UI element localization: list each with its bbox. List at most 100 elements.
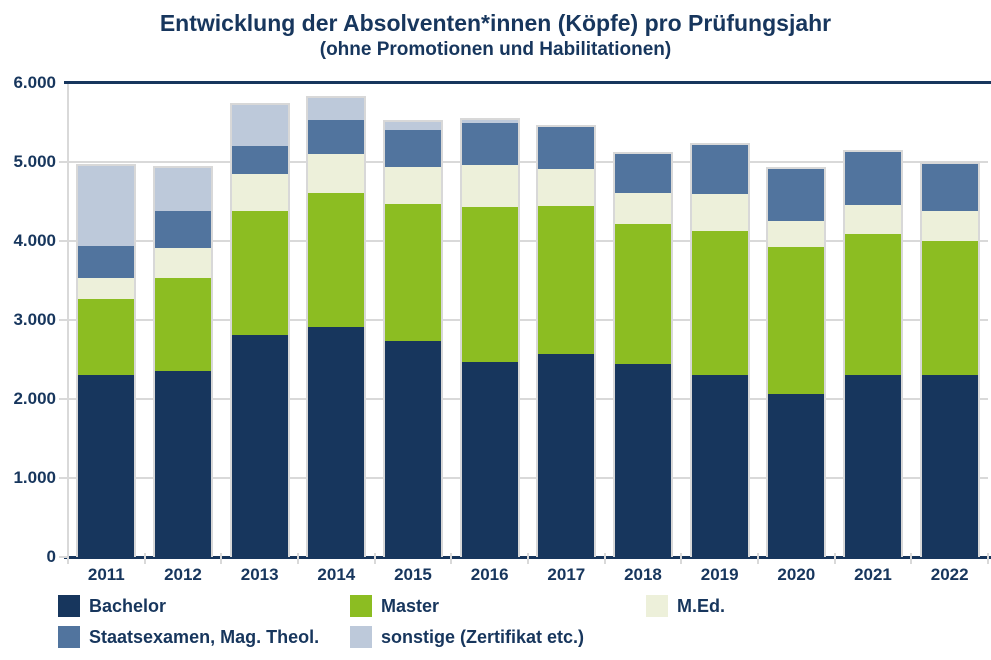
legend-swatch-m-ed xyxy=(646,595,668,617)
x-axis-tick xyxy=(680,553,683,564)
bar-segment-2017-m-ed xyxy=(538,169,595,207)
bar-segment-2014-m-ed xyxy=(308,154,365,193)
bar-2013 xyxy=(229,103,290,557)
chart-title: Entwicklung der Absolventen*innen (Köpfe… xyxy=(159,10,832,36)
x-axis-tick xyxy=(450,553,453,564)
bar-segment-2013-sonstige-zertifikat-etc xyxy=(231,105,288,147)
y-axis-label-2000: 2.000 xyxy=(13,389,56,408)
bar-segment-2017-master xyxy=(538,206,595,354)
gridline-4000 xyxy=(68,240,988,242)
y-axis-label-3000: 3.000 xyxy=(13,310,56,329)
x-axis-tick xyxy=(373,553,376,564)
bar-segment-2012-master xyxy=(155,278,211,372)
bar-segment-2018-staatsexamen-mag-theol xyxy=(615,154,671,193)
legend-swatch-staatsexamen-mag-theol xyxy=(58,626,80,648)
legend-swatch-sonstige-zertifikat-etc xyxy=(350,626,372,648)
bar-segment-2012-m-ed xyxy=(155,248,211,279)
bar-segment-2016-m-ed xyxy=(461,165,518,208)
y-axis-tick xyxy=(59,556,68,558)
x-axis-label-2012: 2012 xyxy=(164,565,202,584)
bar-segment-2016-sonstige-zertifikat-etc xyxy=(461,120,518,124)
x-axis-tick xyxy=(220,553,223,564)
bar-2015 xyxy=(383,119,443,557)
y-axis-label-4000: 4.000 xyxy=(13,231,56,250)
bar-segment-2011-m-ed xyxy=(78,278,135,300)
legend-label-m-ed: M.Ed. xyxy=(677,595,725,616)
bar-segment-2012-sonstige-zertifikat-etc xyxy=(155,167,211,211)
bar-segment-2015-sonstige-zertifikat-etc xyxy=(385,121,441,131)
x-axis-label-2016: 2016 xyxy=(470,565,509,584)
y-axis-tick xyxy=(59,398,68,400)
x-axis-tick xyxy=(757,553,759,564)
legend-label-master: Master xyxy=(381,595,440,616)
bar-2012 xyxy=(153,165,213,557)
x-axis-tick xyxy=(910,553,913,564)
bar-segment-2011-master xyxy=(78,299,135,375)
x-axis-tick xyxy=(297,553,299,564)
y-axis-tick xyxy=(59,161,68,163)
bar-2016 xyxy=(459,118,520,557)
legend-item-bachelor: Bachelor xyxy=(58,593,350,619)
bar-segment-2022-bachelor xyxy=(921,375,978,557)
bar-2020 xyxy=(766,167,827,557)
bar-2011 xyxy=(76,163,137,557)
gridline-2000 xyxy=(68,398,988,400)
bar-2022 xyxy=(919,161,980,557)
bar-segment-2018-master xyxy=(615,224,671,365)
legend-swatch-bachelor xyxy=(58,595,80,617)
bar-segment-2020-m-ed xyxy=(768,221,825,247)
gridline-5000 xyxy=(68,161,988,163)
bar-segment-2015-m-ed xyxy=(385,166,441,204)
bar-segment-2015-bachelor xyxy=(385,340,441,557)
bar-segment-2012-staatsexamen-mag-theol xyxy=(155,210,211,249)
bar-segment-2016-staatsexamen-mag-theol xyxy=(461,123,518,166)
bar-segment-2019-staatsexamen-mag-theol xyxy=(691,145,748,194)
bar-segment-2017-staatsexamen-mag-theol xyxy=(538,127,595,170)
bar-segment-2013-m-ed xyxy=(231,173,288,211)
y-axis-label-6000: 6.000 xyxy=(13,73,56,92)
x-axis-tick xyxy=(603,553,606,564)
bar-segment-2019-m-ed xyxy=(691,193,748,231)
bar-segment-2014-staatsexamen-mag-theol xyxy=(308,120,365,155)
bar-segment-2013-master xyxy=(231,210,288,336)
bar-2017 xyxy=(536,125,597,557)
bar-segment-2021-staatsexamen-mag-theol xyxy=(845,151,901,206)
y-axis-tick xyxy=(59,477,68,479)
bar-segment-2022-master xyxy=(921,241,978,376)
x-axis-tick xyxy=(833,553,836,564)
gridline-3000 xyxy=(68,319,988,321)
x-axis-label-2021: 2021 xyxy=(854,565,892,584)
x-axis-label-2018: 2018 xyxy=(624,565,662,584)
bar-segment-2015-staatsexamen-mag-theol xyxy=(385,130,441,167)
x-axis-label-2013: 2013 xyxy=(240,565,279,584)
x-axis-label-2022: 2022 xyxy=(930,565,969,584)
legend-label-bachelor: Bachelor xyxy=(89,595,167,616)
x-axis-label-2017: 2017 xyxy=(547,565,586,584)
legend-swatch-master xyxy=(350,595,372,617)
legend: Bachelor Master M.Ed. Staatsexamen, Mag. Th… xyxy=(58,593,983,650)
legend-label-staatsexamen-mag-theol: Staatsexamen, Mag. Theol. xyxy=(89,626,320,647)
bar-segment-2016-bachelor xyxy=(461,361,518,557)
y-axis-label-0: 0 xyxy=(46,547,56,566)
bar-segment-2017-bachelor xyxy=(538,353,595,557)
bar-segment-2020-master xyxy=(768,246,825,395)
y-axis-tick xyxy=(59,319,68,321)
legend-item-master: Master xyxy=(350,593,646,619)
x-axis-label-2014: 2014 xyxy=(317,565,356,584)
bar-segment-2014-bachelor xyxy=(308,327,365,557)
x-axis-label-2011: 2011 xyxy=(87,565,125,584)
bar-segment-2018-m-ed xyxy=(615,192,671,225)
bar-2019 xyxy=(689,143,750,557)
bar-segment-2013-staatsexamen-mag-theol xyxy=(231,146,288,174)
bar-segment-2012-bachelor xyxy=(155,371,211,557)
bar-segment-2014-sonstige-zertifikat-etc xyxy=(308,98,365,121)
chart-subtitle: (ohne Promotionen und Habilitationen) xyxy=(319,39,672,60)
bar-segment-2021-bachelor xyxy=(845,375,901,557)
x-axis-tick xyxy=(527,553,529,564)
y-axis-tick xyxy=(59,240,68,242)
bar-segment-2014-master xyxy=(308,192,365,328)
bar-segment-2015-master xyxy=(385,203,441,341)
bar-segment-2021-master xyxy=(845,233,901,376)
bar-segment-2019-bachelor xyxy=(691,375,748,557)
bar-segment-2022-staatsexamen-mag-theol xyxy=(921,163,978,211)
